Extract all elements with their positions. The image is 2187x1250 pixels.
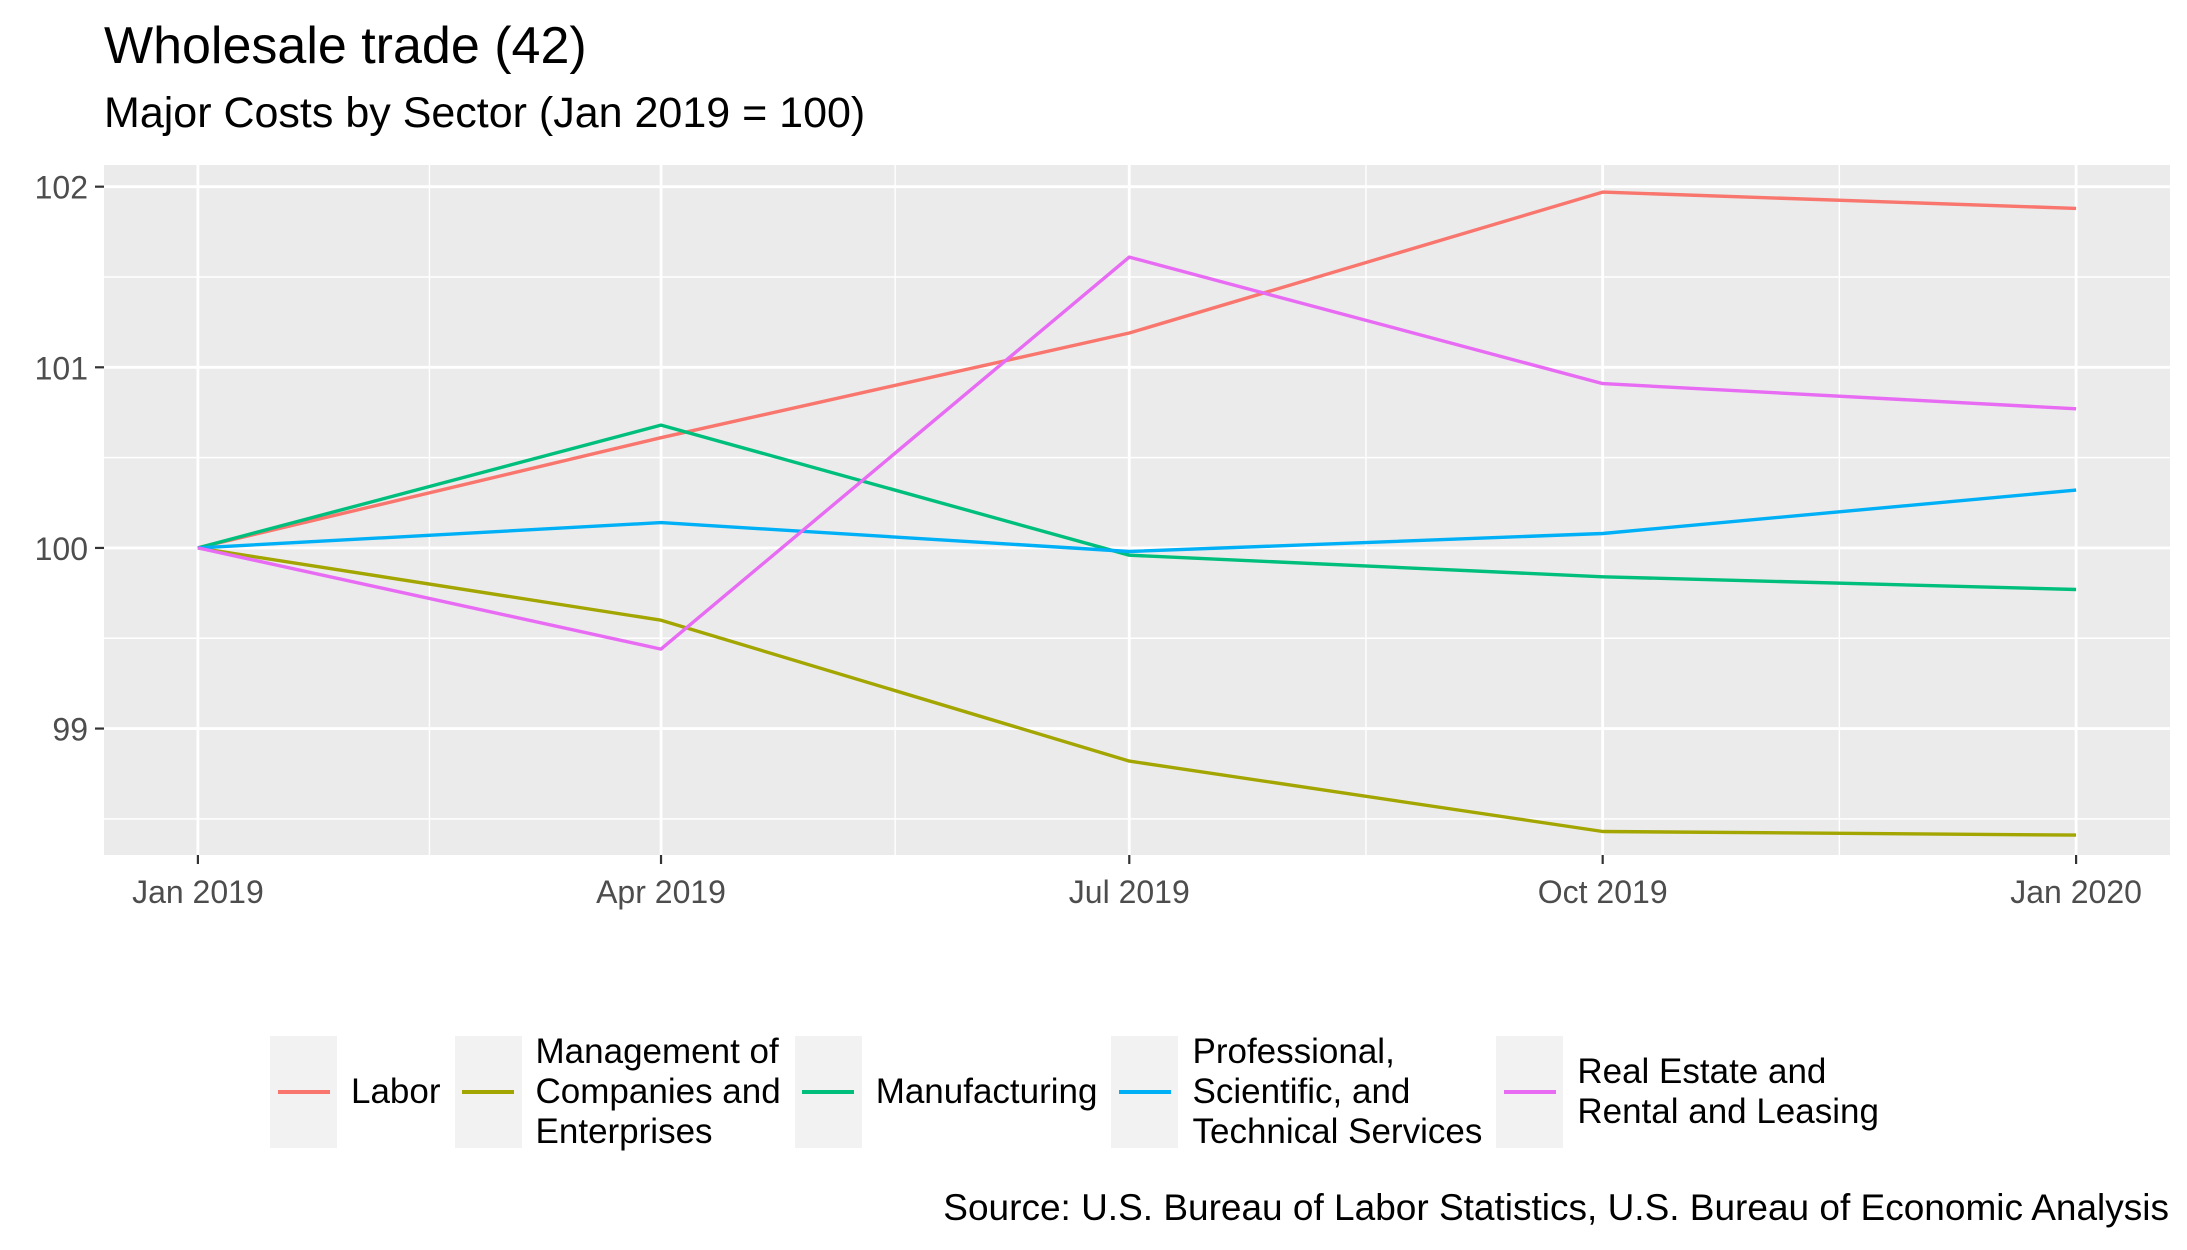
- chart-title: Wholesale trade (42): [104, 17, 587, 75]
- legend-label-line: Management of: [535, 1032, 779, 1071]
- legend-label-line: Labor: [351, 1072, 441, 1111]
- x-tick-label: Jan 2020: [2010, 874, 2142, 910]
- y-tick-label: 99: [52, 712, 88, 748]
- legend-label-line: Rental and Leasing: [1577, 1092, 1879, 1131]
- legend-label: Labor: [351, 1072, 441, 1112]
- x-tick-label: Jul 2019: [1069, 874, 1190, 910]
- legend-swatch: [802, 1090, 855, 1094]
- panel-background: [104, 165, 2170, 855]
- series-line-manufacturing: [197, 423, 2077, 592]
- plot-area: 99 100 101 102 Jan 2019 Apr 2019 Jul 2019 Oct 2…: [35, 165, 2170, 910]
- legend-key: [1496, 1036, 1564, 1148]
- legend-label-line: Manufacturing: [875, 1072, 1098, 1111]
- legend-label-line: Companies and: [535, 1072, 781, 1111]
- x-tick-label: Oct 2019: [1538, 874, 1668, 910]
- legend-item: Real Estate and Rental and Leasing: [1496, 1036, 1879, 1148]
- legend-label: Real Estate and Rental and Leasing: [1577, 1052, 1879, 1132]
- legend-label: Manufacturing: [876, 1072, 1098, 1112]
- legend-key: [270, 1036, 337, 1148]
- series-line-management-of-companies-and-enterprises: [197, 546, 2077, 837]
- y-tick-label: 102: [35, 170, 88, 206]
- legend-item: Manufacturing: [794, 1036, 1098, 1148]
- legend-item: Management of Companies and Enterprises: [454, 1032, 781, 1152]
- legend-label-line: Enterprises: [535, 1112, 713, 1151]
- chart-subtitle: Major Costs by Sector (Jan 2019 = 100): [104, 89, 866, 137]
- legend-swatch: [1503, 1090, 1556, 1094]
- series-line-real-estate-and-rental-and-leasing: [197, 255, 2077, 651]
- legend-key: [454, 1036, 522, 1148]
- legend-label: Professional, Scientific, and Technical Se…: [1192, 1032, 1482, 1152]
- legend-swatch: [1118, 1090, 1171, 1094]
- legend-key: [794, 1036, 862, 1148]
- legend-swatch: [462, 1090, 515, 1094]
- legend-item: Labor: [270, 1036, 441, 1148]
- legend-label-line: Professional,: [1192, 1032, 1395, 1071]
- y-tick-label: 100: [35, 531, 88, 567]
- legend-label-line: Scientific, and: [1192, 1072, 1411, 1111]
- legend: Labor Management of Companies and Enterpris…: [270, 1032, 1893, 1152]
- legend-label-line: Technical Services: [1192, 1112, 1483, 1151]
- series-line-professional-scientific-and-technical-services: [197, 488, 2077, 554]
- x-tick-label: Apr 2019: [596, 874, 726, 910]
- legend-label-line: Real Estate and: [1577, 1052, 1827, 1091]
- x-tick-label: Jan 2019: [132, 874, 264, 910]
- source-caption: Source: U.S. Bureau of Labor Statistics,…: [943, 1187, 2169, 1228]
- legend-label: Management of Companies and Enterprises: [536, 1032, 781, 1152]
- legend-swatch: [277, 1090, 330, 1094]
- legend-key: [1111, 1036, 1179, 1148]
- series-line-labor: [197, 190, 2077, 550]
- legend-item: Professional, Scientific, and Technical Se…: [1111, 1032, 1482, 1152]
- y-tick-label: 101: [35, 350, 88, 386]
